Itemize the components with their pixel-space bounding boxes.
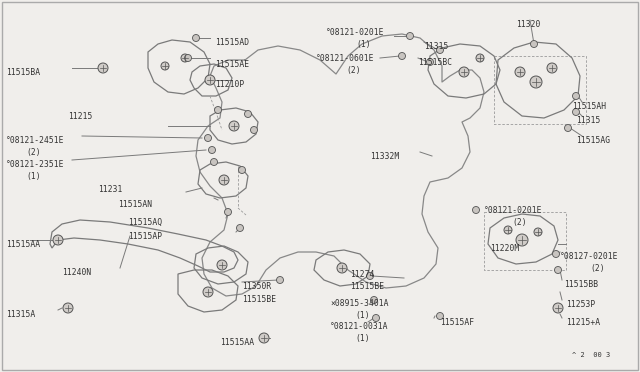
Text: 11515AQ: 11515AQ	[128, 218, 162, 227]
Circle shape	[476, 54, 484, 62]
Circle shape	[436, 46, 444, 54]
Text: 11515BC: 11515BC	[418, 58, 452, 67]
Text: 11253P: 11253P	[566, 300, 595, 309]
Text: 11515AN: 11515AN	[118, 200, 152, 209]
Circle shape	[504, 226, 512, 234]
Circle shape	[337, 263, 347, 273]
Circle shape	[229, 121, 239, 131]
Circle shape	[276, 276, 284, 283]
Circle shape	[534, 228, 542, 236]
Text: 11315: 11315	[424, 42, 449, 51]
Text: 11515AF: 11515AF	[440, 318, 474, 327]
Text: 11350R: 11350R	[242, 282, 271, 291]
Text: 11315A: 11315A	[6, 310, 35, 319]
Text: 11515AH: 11515AH	[572, 102, 606, 111]
Text: (1): (1)	[356, 40, 371, 49]
Text: (2): (2)	[26, 148, 40, 157]
Text: ^ 2  00 3: ^ 2 00 3	[572, 352, 611, 358]
Text: °08127-0201E: °08127-0201E	[560, 252, 618, 261]
Text: 11215+A: 11215+A	[566, 318, 600, 327]
Text: 11220M: 11220M	[490, 244, 519, 253]
Circle shape	[225, 208, 232, 215]
Text: °08121-2451E: °08121-2451E	[6, 136, 65, 145]
Circle shape	[553, 303, 563, 313]
Text: 11515BE: 11515BE	[242, 295, 276, 304]
Circle shape	[367, 273, 374, 279]
Text: °08121-0201E: °08121-0201E	[484, 206, 543, 215]
Circle shape	[552, 250, 559, 257]
Text: 11231: 11231	[98, 185, 122, 194]
Text: 11515AD: 11515AD	[215, 38, 249, 47]
Circle shape	[459, 67, 469, 77]
Text: 11240N: 11240N	[62, 268, 92, 277]
Circle shape	[217, 260, 227, 270]
Text: 11332M: 11332M	[370, 152, 399, 161]
Circle shape	[399, 52, 406, 60]
Circle shape	[564, 125, 572, 131]
Text: °08121-0201E: °08121-0201E	[326, 28, 385, 37]
Text: 11515BA: 11515BA	[6, 68, 40, 77]
Circle shape	[211, 158, 218, 166]
Text: ×08915-3401A: ×08915-3401A	[330, 299, 388, 308]
Text: °08121-0031A: °08121-0031A	[330, 322, 388, 331]
Text: 11515AE: 11515AE	[215, 60, 249, 69]
Text: (1): (1)	[26, 172, 40, 181]
Circle shape	[193, 35, 200, 42]
Circle shape	[516, 234, 528, 246]
Circle shape	[531, 41, 538, 48]
Circle shape	[436, 312, 444, 320]
Circle shape	[371, 296, 378, 304]
Text: 11515AA: 11515AA	[6, 240, 40, 249]
Text: (1): (1)	[355, 311, 370, 320]
Text: 11320: 11320	[516, 20, 540, 29]
Circle shape	[181, 54, 189, 62]
Text: (1): (1)	[355, 334, 370, 343]
Circle shape	[98, 63, 108, 73]
Text: 11515AP: 11515AP	[128, 232, 162, 241]
Circle shape	[530, 76, 542, 88]
Circle shape	[63, 303, 73, 313]
Circle shape	[209, 147, 216, 154]
Text: (2): (2)	[590, 264, 605, 273]
Circle shape	[372, 314, 380, 321]
Circle shape	[472, 206, 479, 214]
Text: 11515BB: 11515BB	[564, 280, 598, 289]
Circle shape	[205, 75, 215, 85]
Circle shape	[573, 93, 579, 99]
Text: °08121-0601E: °08121-0601E	[316, 54, 374, 63]
Text: 11315: 11315	[576, 116, 600, 125]
Text: (2): (2)	[512, 218, 527, 227]
Circle shape	[161, 62, 169, 70]
Circle shape	[259, 333, 269, 343]
Text: 11515AA: 11515AA	[220, 338, 254, 347]
Circle shape	[239, 167, 246, 173]
Circle shape	[219, 175, 229, 185]
Circle shape	[573, 109, 579, 115]
Circle shape	[426, 58, 433, 65]
Text: 11515BE: 11515BE	[350, 282, 384, 291]
Text: 11515AG: 11515AG	[576, 136, 610, 145]
Text: (2): (2)	[346, 66, 360, 75]
Circle shape	[406, 32, 413, 39]
Circle shape	[214, 106, 221, 113]
Circle shape	[53, 235, 63, 245]
Circle shape	[244, 110, 252, 118]
Circle shape	[205, 135, 211, 141]
Circle shape	[554, 266, 561, 273]
Text: 11210P: 11210P	[215, 80, 244, 89]
Circle shape	[547, 63, 557, 73]
Circle shape	[250, 126, 257, 134]
Text: °08121-2351E: °08121-2351E	[6, 160, 65, 169]
Circle shape	[237, 224, 243, 231]
Text: 11215: 11215	[68, 112, 92, 121]
Circle shape	[203, 287, 213, 297]
Circle shape	[184, 55, 191, 61]
Text: 11274: 11274	[350, 270, 374, 279]
Circle shape	[515, 67, 525, 77]
